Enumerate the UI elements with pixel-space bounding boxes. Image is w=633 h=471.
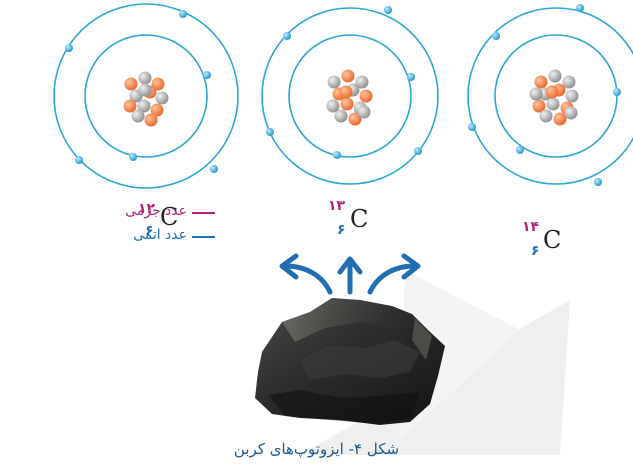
atom-carbon-12: [53, 3, 239, 189]
carbon-rock-image: [255, 298, 445, 425]
atomic-number: ۶: [531, 243, 540, 259]
atomic-number-legend: عدد اتمی: [133, 227, 187, 243]
atomic-number: ۶: [337, 222, 346, 238]
electrons: [266, 6, 422, 159]
arrows: [279, 253, 421, 295]
inner-orbit: [288, 34, 412, 158]
outer-orbit: [467, 7, 633, 185]
mass-number-legend: عدد جرمی: [125, 203, 187, 219]
nucleus: [326, 69, 373, 126]
mass-number: ۱۳: [328, 198, 346, 214]
arrow-right-icon: [367, 253, 421, 295]
inner-orbit: [84, 34, 208, 158]
isotope-label-c13: ۱۳ ۶ C: [328, 199, 369, 237]
isotope-label-c12: ۱۲ ۶ C: [138, 202, 179, 238]
element-symbol: C: [350, 205, 369, 233]
figure-caption: شکل ۴- ایزوتوپ‌های کربن: [233, 440, 400, 458]
nucleus: [529, 69, 579, 126]
mass-number: ۱۲: [138, 201, 156, 217]
electrons: [65, 10, 218, 173]
atom-carbon-13: [261, 6, 439, 185]
arrow-left-icon: [279, 253, 333, 295]
outer-orbit: [53, 3, 239, 189]
isotope-label-c14: ۱۴ ۶ C: [522, 220, 562, 258]
outer-orbit: [261, 7, 439, 185]
element-symbol: C: [160, 203, 179, 231]
mass-number: ۱۴: [522, 219, 540, 235]
nucleus: [123, 71, 169, 127]
atomic-number: ۶: [145, 223, 154, 239]
arrow-up-icon: [337, 256, 363, 295]
electrons: [468, 4, 621, 186]
atom-carbon-14: [467, 4, 633, 186]
element-symbol: C: [543, 226, 562, 254]
